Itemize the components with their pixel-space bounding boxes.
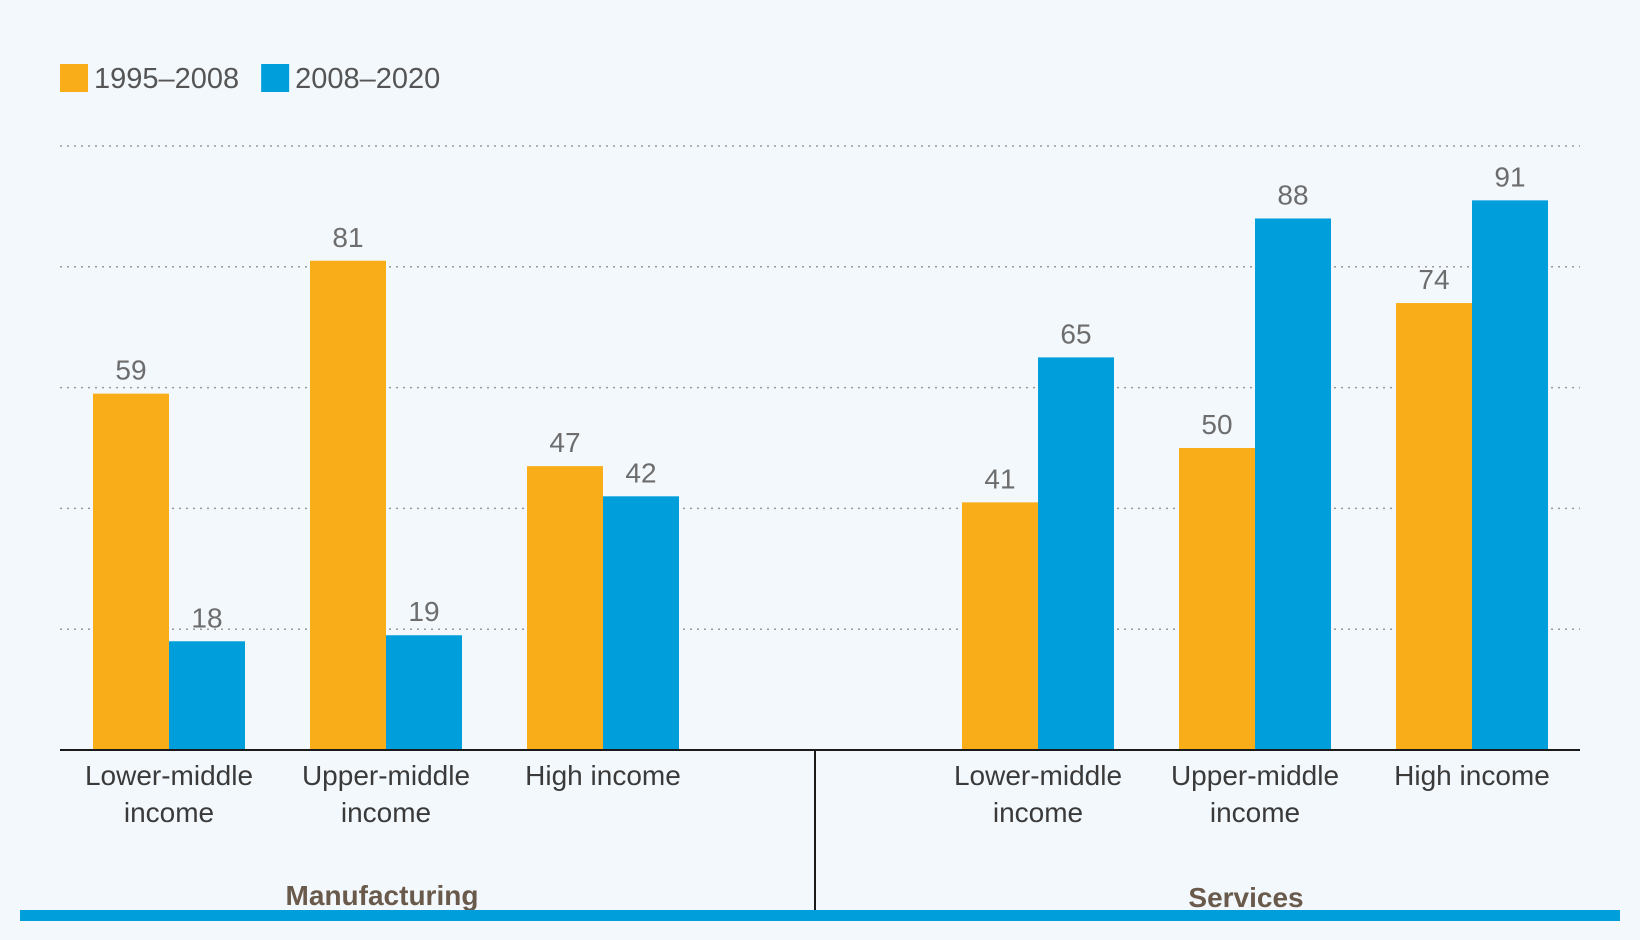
bar-services-1-series-1 [962, 502, 1038, 750]
bar-manufacturing-1-series-2 [169, 641, 245, 750]
group-label-manufacturing: Manufacturing [286, 880, 479, 911]
tick-label: income [1210, 797, 1300, 828]
data-label: 47 [549, 427, 580, 458]
data-label: 81 [332, 222, 363, 253]
bar-manufacturing-3-series-1 [527, 466, 603, 750]
tick-label: High income [525, 760, 681, 791]
tick-label: Lower-middle [85, 760, 253, 791]
data-label: 74 [1418, 264, 1449, 295]
bar-manufacturing-1-series-1 [93, 393, 169, 750]
tick-label: Upper-middle [302, 760, 470, 791]
data-label: 91 [1494, 161, 1525, 192]
bar-services-2-series-2 [1255, 218, 1331, 751]
tick-label: Upper-middle [1171, 760, 1339, 791]
data-label: 50 [1201, 409, 1232, 440]
data-label: 19 [408, 596, 439, 627]
tick-label: Lower-middle [954, 760, 1122, 791]
legend-swatch-1 [60, 64, 88, 92]
legend-swatch-2 [261, 64, 290, 92]
tick-label: income [341, 797, 431, 828]
footer-bar [20, 910, 1620, 921]
bar-manufacturing-3-series-2 [603, 496, 679, 750]
bar-services-2-series-1 [1179, 448, 1255, 750]
data-label: 41 [984, 463, 1015, 494]
bar-services-1-series-2 [1038, 357, 1114, 750]
data-label: 42 [625, 457, 656, 488]
bar-manufacturing-2-series-2 [386, 635, 462, 750]
data-label: 18 [191, 602, 222, 633]
bar-services-3-series-1 [1396, 303, 1472, 750]
legend-label-1: 1995–2008 [94, 63, 239, 95]
tick-label: income [993, 797, 1083, 828]
bar-manufacturing-2-series-1 [310, 260, 386, 750]
group-label-services: Services [1188, 882, 1303, 913]
legend-label-2: 2008–2020 [295, 63, 440, 95]
bar-services-3-series-2 [1472, 200, 1548, 751]
data-label: 59 [115, 355, 146, 386]
tick-label: High income [1394, 760, 1550, 791]
tick-label: income [124, 797, 214, 828]
data-label: 65 [1060, 318, 1091, 349]
data-label: 88 [1277, 179, 1308, 210]
